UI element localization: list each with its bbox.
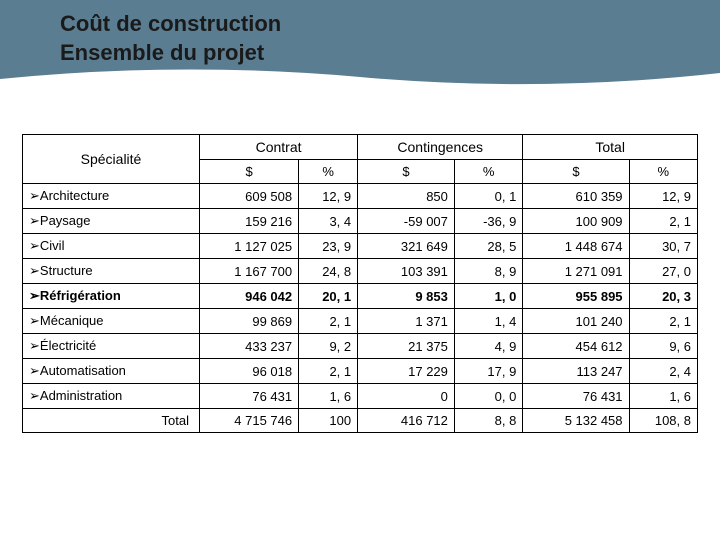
cell-value: -36, 9 <box>454 209 522 234</box>
title-line-1: Coût de construction <box>60 11 281 36</box>
cell-value: 955 895 <box>523 284 629 309</box>
cell-value: 2, 1 <box>629 209 697 234</box>
cell-value: 27, 0 <box>629 259 697 284</box>
cell-value: 9, 6 <box>629 334 697 359</box>
total-cell: 108, 8 <box>629 409 697 433</box>
cell-value: 2, 1 <box>299 359 358 384</box>
cell-value: 4, 9 <box>454 334 522 359</box>
table-row: ➢Électricité433 2379, 221 3754, 9454 612… <box>23 334 698 359</box>
cell-value: 850 <box>358 184 455 209</box>
cell-value: 1, 0 <box>454 284 522 309</box>
cell-value: 100 909 <box>523 209 629 234</box>
cell-value: 101 240 <box>523 309 629 334</box>
sub-dollar-3: $ <box>523 160 629 184</box>
col-total: Total <box>523 135 698 160</box>
cell-value: 1 371 <box>358 309 455 334</box>
total-row: Total4 715 746100416 7128, 85 132 458108… <box>23 409 698 433</box>
sub-pct-2: % <box>454 160 522 184</box>
sub-dollar-1: $ <box>200 160 299 184</box>
cell-value: 17 229 <box>358 359 455 384</box>
cell-value: 99 869 <box>200 309 299 334</box>
row-label: ➢Administration <box>23 384 200 409</box>
cell-value: 3, 4 <box>299 209 358 234</box>
total-cell: 8, 8 <box>454 409 522 433</box>
cell-value: 1, 4 <box>454 309 522 334</box>
wave-divider <box>0 67 720 87</box>
cell-value: 0, 1 <box>454 184 522 209</box>
cell-value: 2, 1 <box>629 309 697 334</box>
cell-value: 159 216 <box>200 209 299 234</box>
col-contrat: Contrat <box>200 135 358 160</box>
row-label: ➢Architecture <box>23 184 200 209</box>
total-cell: 416 712 <box>358 409 455 433</box>
table-row: ➢Structure1 167 70024, 8103 3918, 91 271… <box>23 259 698 284</box>
cell-value: 96 018 <box>200 359 299 384</box>
cell-value: 0, 0 <box>454 384 522 409</box>
header-band: Coût de construction Ensemble du projet <box>0 0 720 86</box>
cell-value: 20, 3 <box>629 284 697 309</box>
sub-pct-3: % <box>629 160 697 184</box>
table-row: ➢Architecture609 50812, 98500, 1610 3591… <box>23 184 698 209</box>
cell-value: 2, 4 <box>629 359 697 384</box>
table-container: Spécialité Contrat Contingences Total $ … <box>0 86 720 433</box>
total-cell: 100 <box>299 409 358 433</box>
cell-value: 20, 1 <box>299 284 358 309</box>
cell-value: 12, 9 <box>299 184 358 209</box>
cost-table: Spécialité Contrat Contingences Total $ … <box>22 134 698 433</box>
row-label: ➢Électricité <box>23 334 200 359</box>
sub-dollar-2: $ <box>358 160 455 184</box>
cell-value: 12, 9 <box>629 184 697 209</box>
cell-value: 1 271 091 <box>523 259 629 284</box>
cell-value: 2, 1 <box>299 309 358 334</box>
header-row-1: Spécialité Contrat Contingences Total <box>23 135 698 160</box>
row-label: ➢Structure <box>23 259 200 284</box>
cell-value: 28, 5 <box>454 234 522 259</box>
cell-value: 321 649 <box>358 234 455 259</box>
cell-value: 9 853 <box>358 284 455 309</box>
row-label: ➢Paysage <box>23 209 200 234</box>
table-row: ➢Paysage159 2163, 4-59 007-36, 9100 9092… <box>23 209 698 234</box>
table-row: ➢Réfrigération946 04220, 19 8531, 0955 8… <box>23 284 698 309</box>
table-row: ➢Mécanique99 8692, 11 3711, 4101 2402, 1 <box>23 309 698 334</box>
cell-value: 17, 9 <box>454 359 522 384</box>
cell-value: 30, 7 <box>629 234 697 259</box>
total-cell: 5 132 458 <box>523 409 629 433</box>
table-row: ➢Administration76 4311, 600, 076 4311, 6 <box>23 384 698 409</box>
cell-value: 76 431 <box>523 384 629 409</box>
cell-value: 454 612 <box>523 334 629 359</box>
cell-value: 113 247 <box>523 359 629 384</box>
col-contingences: Contingences <box>358 135 523 160</box>
cell-value: -59 007 <box>358 209 455 234</box>
page-title: Coût de construction Ensemble du projet <box>60 10 281 67</box>
cell-value: 433 237 <box>200 334 299 359</box>
row-label: ➢Mécanique <box>23 309 200 334</box>
cell-value: 946 042 <box>200 284 299 309</box>
cell-value: 103 391 <box>358 259 455 284</box>
cell-value: 1, 6 <box>629 384 697 409</box>
cell-value: 1, 6 <box>299 384 358 409</box>
cell-value: 76 431 <box>200 384 299 409</box>
cell-value: 23, 9 <box>299 234 358 259</box>
row-label: ➢Civil <box>23 234 200 259</box>
cell-value: 1 448 674 <box>523 234 629 259</box>
cell-value: 21 375 <box>358 334 455 359</box>
cell-value: 1 167 700 <box>200 259 299 284</box>
table-row: ➢Automatisation96 0182, 117 22917, 9113 … <box>23 359 698 384</box>
cell-value: 0 <box>358 384 455 409</box>
cell-value: 610 359 <box>523 184 629 209</box>
cell-value: 24, 8 <box>299 259 358 284</box>
table-row: ➢Civil1 127 02523, 9321 64928, 51 448 67… <box>23 234 698 259</box>
cell-value: 609 508 <box>200 184 299 209</box>
title-line-2: Ensemble du projet <box>60 40 264 65</box>
row-label: ➢Automatisation <box>23 359 200 384</box>
table-body: ➢Architecture609 50812, 98500, 1610 3591… <box>23 184 698 433</box>
total-label: Total <box>23 409 200 433</box>
cell-value: 8, 9 <box>454 259 522 284</box>
cell-value: 9, 2 <box>299 334 358 359</box>
row-label: ➢Réfrigération <box>23 284 200 309</box>
cell-value: 1 127 025 <box>200 234 299 259</box>
total-cell: 4 715 746 <box>200 409 299 433</box>
sub-pct-1: % <box>299 160 358 184</box>
col-specialite: Spécialité <box>23 135 200 184</box>
